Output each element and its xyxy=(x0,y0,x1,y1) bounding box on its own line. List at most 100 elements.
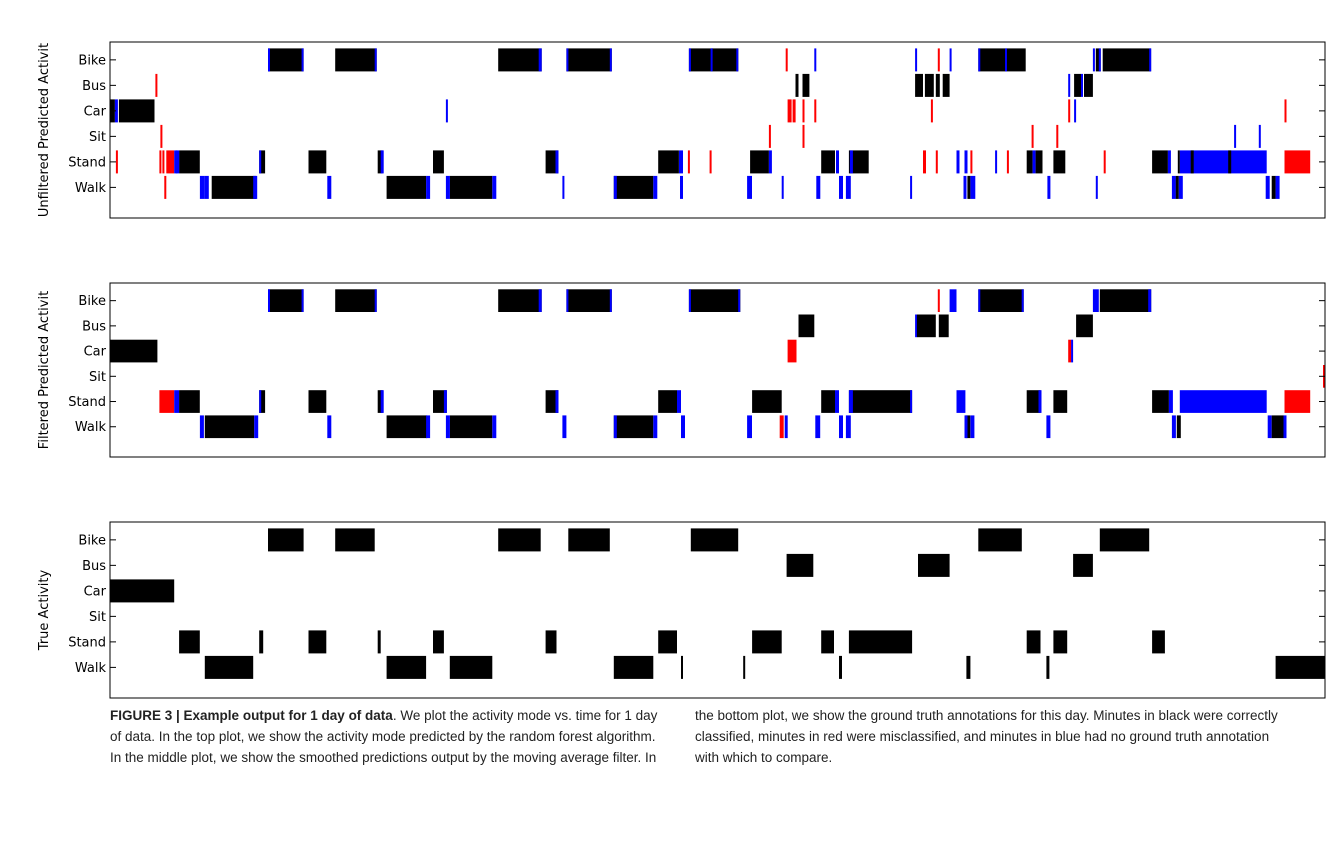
segment-bus xyxy=(938,314,949,338)
segment-bike xyxy=(566,289,612,312)
segment-walk xyxy=(254,415,259,439)
segment-walk xyxy=(327,415,332,439)
y-tick-label: Stand xyxy=(68,395,106,410)
segment-stand xyxy=(836,150,839,174)
y-tick-label: Stand xyxy=(68,635,106,650)
segment-bike xyxy=(498,289,542,312)
segment-walk xyxy=(327,175,332,199)
segment-bike xyxy=(1092,48,1095,72)
segment-bike xyxy=(688,289,691,312)
segment-car xyxy=(110,579,175,603)
segment-bike xyxy=(1102,48,1152,72)
segment-bus xyxy=(1081,73,1083,97)
segment-walk xyxy=(784,415,788,439)
y-tick-label: Car xyxy=(84,345,107,360)
segment-walk xyxy=(1267,415,1272,439)
segment-stand xyxy=(1103,150,1106,174)
segment-stand xyxy=(768,150,772,174)
chart-panel-2: Bike Bus Car Sit Stand Walk Filtered Predicted… xyxy=(37,282,1326,458)
segment-walk xyxy=(680,175,683,199)
segment-bus xyxy=(917,314,936,338)
segment-walk xyxy=(211,175,257,199)
segment-car xyxy=(1068,99,1071,123)
segment-bike xyxy=(1149,48,1152,72)
segment-bus xyxy=(155,73,158,97)
segment-bike xyxy=(374,289,377,312)
segment-stand xyxy=(752,630,782,654)
segment-walk xyxy=(1271,175,1276,199)
segment-stand xyxy=(1284,150,1311,174)
segment-walk xyxy=(845,415,851,439)
segment-stand xyxy=(377,390,383,413)
y-tick-label: Walk xyxy=(75,420,107,435)
segment-walk xyxy=(1171,175,1176,199)
segment-bike xyxy=(268,528,304,552)
segment-stand xyxy=(821,390,835,413)
segment-stand xyxy=(1035,150,1043,174)
segment-stand xyxy=(995,150,998,174)
segment-bus xyxy=(802,73,810,97)
segment-bike xyxy=(335,528,375,552)
chart-panel-3: Bike Bus Car Sit Stand Walk True Activity xyxy=(37,521,1326,699)
segment-bus xyxy=(1074,73,1081,97)
segment-bus xyxy=(935,73,940,97)
y-tick-label: Stand xyxy=(68,155,106,170)
segment-bus xyxy=(915,73,923,97)
segment-bike xyxy=(566,289,569,312)
segment-stand xyxy=(1152,630,1165,654)
activity-figure: Bike Bus Car Sit Stand Walk Unfiltered Predict… xyxy=(37,41,1326,699)
segment-car xyxy=(118,99,155,123)
segment-stand xyxy=(835,390,839,413)
segment-walk xyxy=(839,415,843,439)
segment-car xyxy=(1074,99,1077,123)
segment-stand xyxy=(179,150,200,174)
segment-car xyxy=(110,339,158,363)
segment-bike xyxy=(1148,289,1152,312)
segment-walk xyxy=(1275,175,1280,199)
segment-bus xyxy=(1084,73,1093,97)
segment-bus xyxy=(1068,73,1071,97)
segment-stand xyxy=(1026,630,1041,654)
segment-bus xyxy=(942,73,950,97)
segment-bike xyxy=(1005,48,1007,72)
segment-bike xyxy=(609,48,612,72)
segment-stand xyxy=(687,150,690,174)
segment-walk xyxy=(449,415,493,439)
segment-sit xyxy=(1234,124,1237,148)
segment-stand xyxy=(677,390,681,413)
segment-bike xyxy=(498,528,541,552)
segment-car xyxy=(792,99,796,123)
segment-bike xyxy=(949,289,957,312)
y-tick-label: Bus xyxy=(82,79,106,94)
y-tick-label: Bus xyxy=(82,559,106,574)
segment-bike xyxy=(978,289,1024,312)
segment-walk xyxy=(426,175,431,199)
segment-walk xyxy=(681,415,685,439)
segment-stand xyxy=(1168,390,1173,413)
segment-car xyxy=(787,339,797,363)
segment-stand xyxy=(1228,150,1232,174)
segment-walk xyxy=(964,415,968,439)
segment-bike xyxy=(1021,289,1024,312)
segment-walk xyxy=(1046,655,1050,679)
caption-text-part2: the bottom plot, we show the ground trut… xyxy=(695,708,1278,765)
segment-sit xyxy=(1258,124,1261,148)
segment-bike xyxy=(609,289,612,312)
segment-walk xyxy=(204,175,209,199)
segment-stand xyxy=(1026,150,1033,174)
segment-walk xyxy=(966,655,971,679)
y-tick-label: Bike xyxy=(78,533,106,548)
segment-bike xyxy=(978,289,981,312)
segment-bike xyxy=(710,48,713,72)
segment-bike xyxy=(268,48,304,72)
segment-car xyxy=(802,99,805,123)
segment-stand xyxy=(259,630,264,654)
segment-stand xyxy=(159,390,175,413)
segment-walk xyxy=(445,175,450,199)
segment-stand xyxy=(545,150,559,174)
segment-stand xyxy=(1167,150,1171,174)
y-tick-label: Sit xyxy=(89,370,106,385)
segment-bike xyxy=(949,48,952,72)
plot-frame xyxy=(109,521,1326,699)
segment-walk xyxy=(613,175,654,199)
